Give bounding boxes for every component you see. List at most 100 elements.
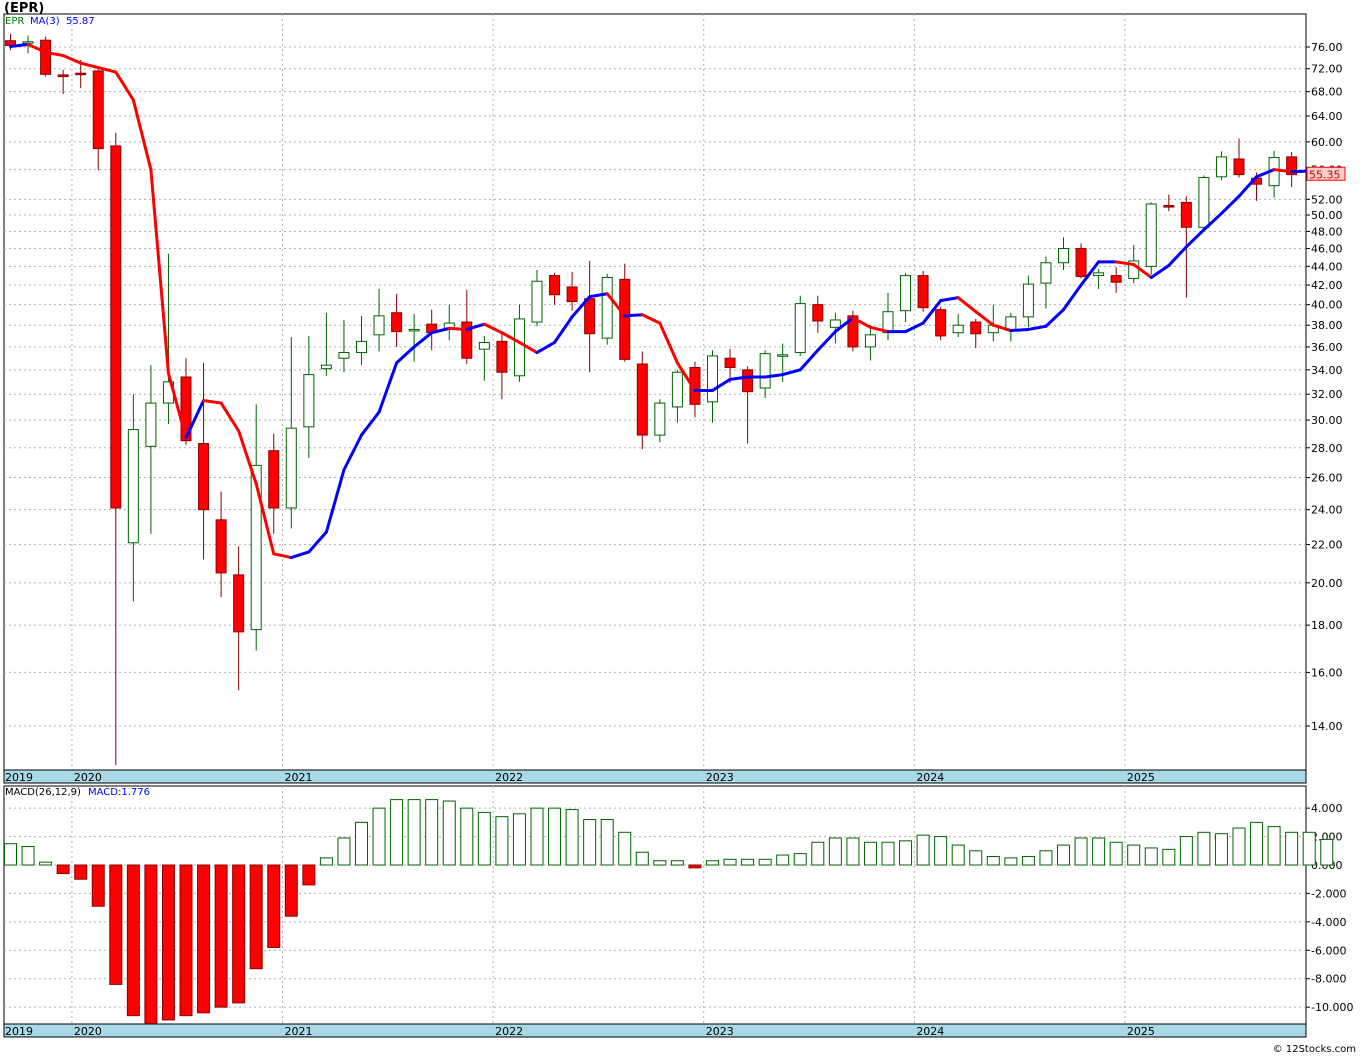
candle-body-up xyxy=(250,464,262,631)
candles xyxy=(5,34,1298,766)
candle xyxy=(40,36,52,77)
price-tick-label: 76.00 xyxy=(1311,41,1343,54)
candle-body-up xyxy=(1040,262,1052,284)
candle-body-up xyxy=(338,352,350,359)
macd-bar-negative xyxy=(249,864,263,970)
candle-body-down xyxy=(935,309,947,337)
price-tick-label: 46.00 xyxy=(1311,243,1343,256)
candle xyxy=(145,365,157,534)
ma-segment xyxy=(1149,263,1171,279)
candle xyxy=(285,337,297,529)
candle-body-down xyxy=(689,367,701,405)
candle-body-down xyxy=(847,315,859,348)
date-axis-band xyxy=(3,769,1307,784)
ma-segment xyxy=(465,322,486,331)
candle-body-up xyxy=(654,402,666,436)
year-label: 2022 xyxy=(495,771,523,784)
candle xyxy=(619,263,631,362)
macd-bar-positive xyxy=(986,855,1000,866)
candle-body-down xyxy=(970,321,982,335)
candle xyxy=(917,270,929,312)
candle-body-down xyxy=(92,70,104,150)
ma-segment xyxy=(1255,168,1276,179)
macd-bar-negative xyxy=(232,864,246,1004)
macd-bar-positive xyxy=(1179,836,1193,866)
candle xyxy=(1286,152,1298,188)
macd-bar-positive xyxy=(1057,844,1070,866)
macd-bar-positive xyxy=(635,851,649,866)
year-label-macd: 2025 xyxy=(1127,1025,1155,1038)
credit-label: © 12Stocks.com xyxy=(1273,1044,1356,1055)
ma-segment xyxy=(605,292,627,318)
candle xyxy=(92,66,104,171)
ma-segment xyxy=(833,316,855,334)
last-price-box xyxy=(1306,166,1346,181)
candle-body-down xyxy=(619,278,631,360)
candle-body-up xyxy=(1022,283,1034,318)
candle-body-up xyxy=(1093,272,1105,277)
macd-bar-positive xyxy=(21,846,35,866)
legend-symbol: EPR xyxy=(5,16,24,27)
candle xyxy=(864,325,876,361)
ma-segment xyxy=(675,361,697,392)
legend-ma-label: MA(3) xyxy=(30,16,60,27)
macd-bar-positive xyxy=(1109,841,1123,866)
macd-bar-negative xyxy=(284,864,298,917)
macd-bar-positive xyxy=(969,850,983,866)
candle xyxy=(303,335,315,458)
candle xyxy=(1058,237,1069,271)
ma-segment xyxy=(1132,263,1153,279)
macd-bar-positive xyxy=(881,841,895,866)
macd-date-axis: 2019 2020 2021 2022 2023 2024 2025 xyxy=(3,1023,1307,1038)
candle-body-down xyxy=(1163,205,1175,208)
macd-bar-positive xyxy=(337,837,351,866)
macd-bar-positive xyxy=(4,843,17,866)
macd-bar-positive xyxy=(425,799,439,866)
year-label: 2025 xyxy=(1127,771,1155,784)
ma-segment xyxy=(535,340,557,355)
candle-body-down xyxy=(75,72,87,76)
year-label-macd: 2021 xyxy=(285,1025,313,1038)
candle xyxy=(549,272,561,305)
price-tick-label: 38.00 xyxy=(1311,319,1343,332)
candle xyxy=(250,404,262,651)
macd-bar-positive xyxy=(495,816,509,866)
price-tick-label: 50.00 xyxy=(1311,209,1343,222)
year-label-macd: 2023 xyxy=(706,1025,734,1038)
candle-body-down xyxy=(198,443,210,511)
ma-segment xyxy=(254,482,276,556)
year-label: 2019 xyxy=(5,771,33,784)
chart-title: (EPR) xyxy=(4,1,44,16)
macd-bar-negative xyxy=(267,864,281,948)
candle-body-up xyxy=(531,280,543,323)
macd-bar-positive xyxy=(530,807,544,866)
candle xyxy=(373,288,385,352)
macd-bar-positive xyxy=(319,857,333,866)
candle xyxy=(356,315,367,366)
candle-body-up xyxy=(1058,248,1069,264)
macd-bar-positive xyxy=(1302,831,1316,866)
macd-bar-positive xyxy=(706,860,719,866)
year-label: 2024 xyxy=(916,771,944,784)
macd-bar-positive xyxy=(1320,838,1334,866)
price-tick-label: 24.00 xyxy=(1311,504,1343,517)
ma-segment xyxy=(395,345,416,365)
candle xyxy=(1215,151,1227,181)
macd-bar-positive xyxy=(390,799,404,866)
candle-body-down xyxy=(215,519,227,574)
macd-tick-label: 4.000 xyxy=(1311,802,1343,815)
macd-bar-positive xyxy=(1127,844,1141,866)
ma-segment xyxy=(991,323,1013,333)
ma-segment xyxy=(1219,194,1241,215)
macd-bar-positive xyxy=(39,861,53,866)
ma-segment xyxy=(1044,308,1065,328)
ma-segment xyxy=(658,321,679,365)
macd-bar-positive xyxy=(793,853,807,866)
macd-bar-positive xyxy=(899,840,913,866)
candle xyxy=(829,312,841,344)
candle-body-down xyxy=(1075,248,1087,278)
candle xyxy=(233,546,245,691)
macd-bar-positive xyxy=(1285,831,1299,866)
macd-bar-negative xyxy=(109,864,123,985)
macd-bar-positive xyxy=(1214,833,1228,866)
